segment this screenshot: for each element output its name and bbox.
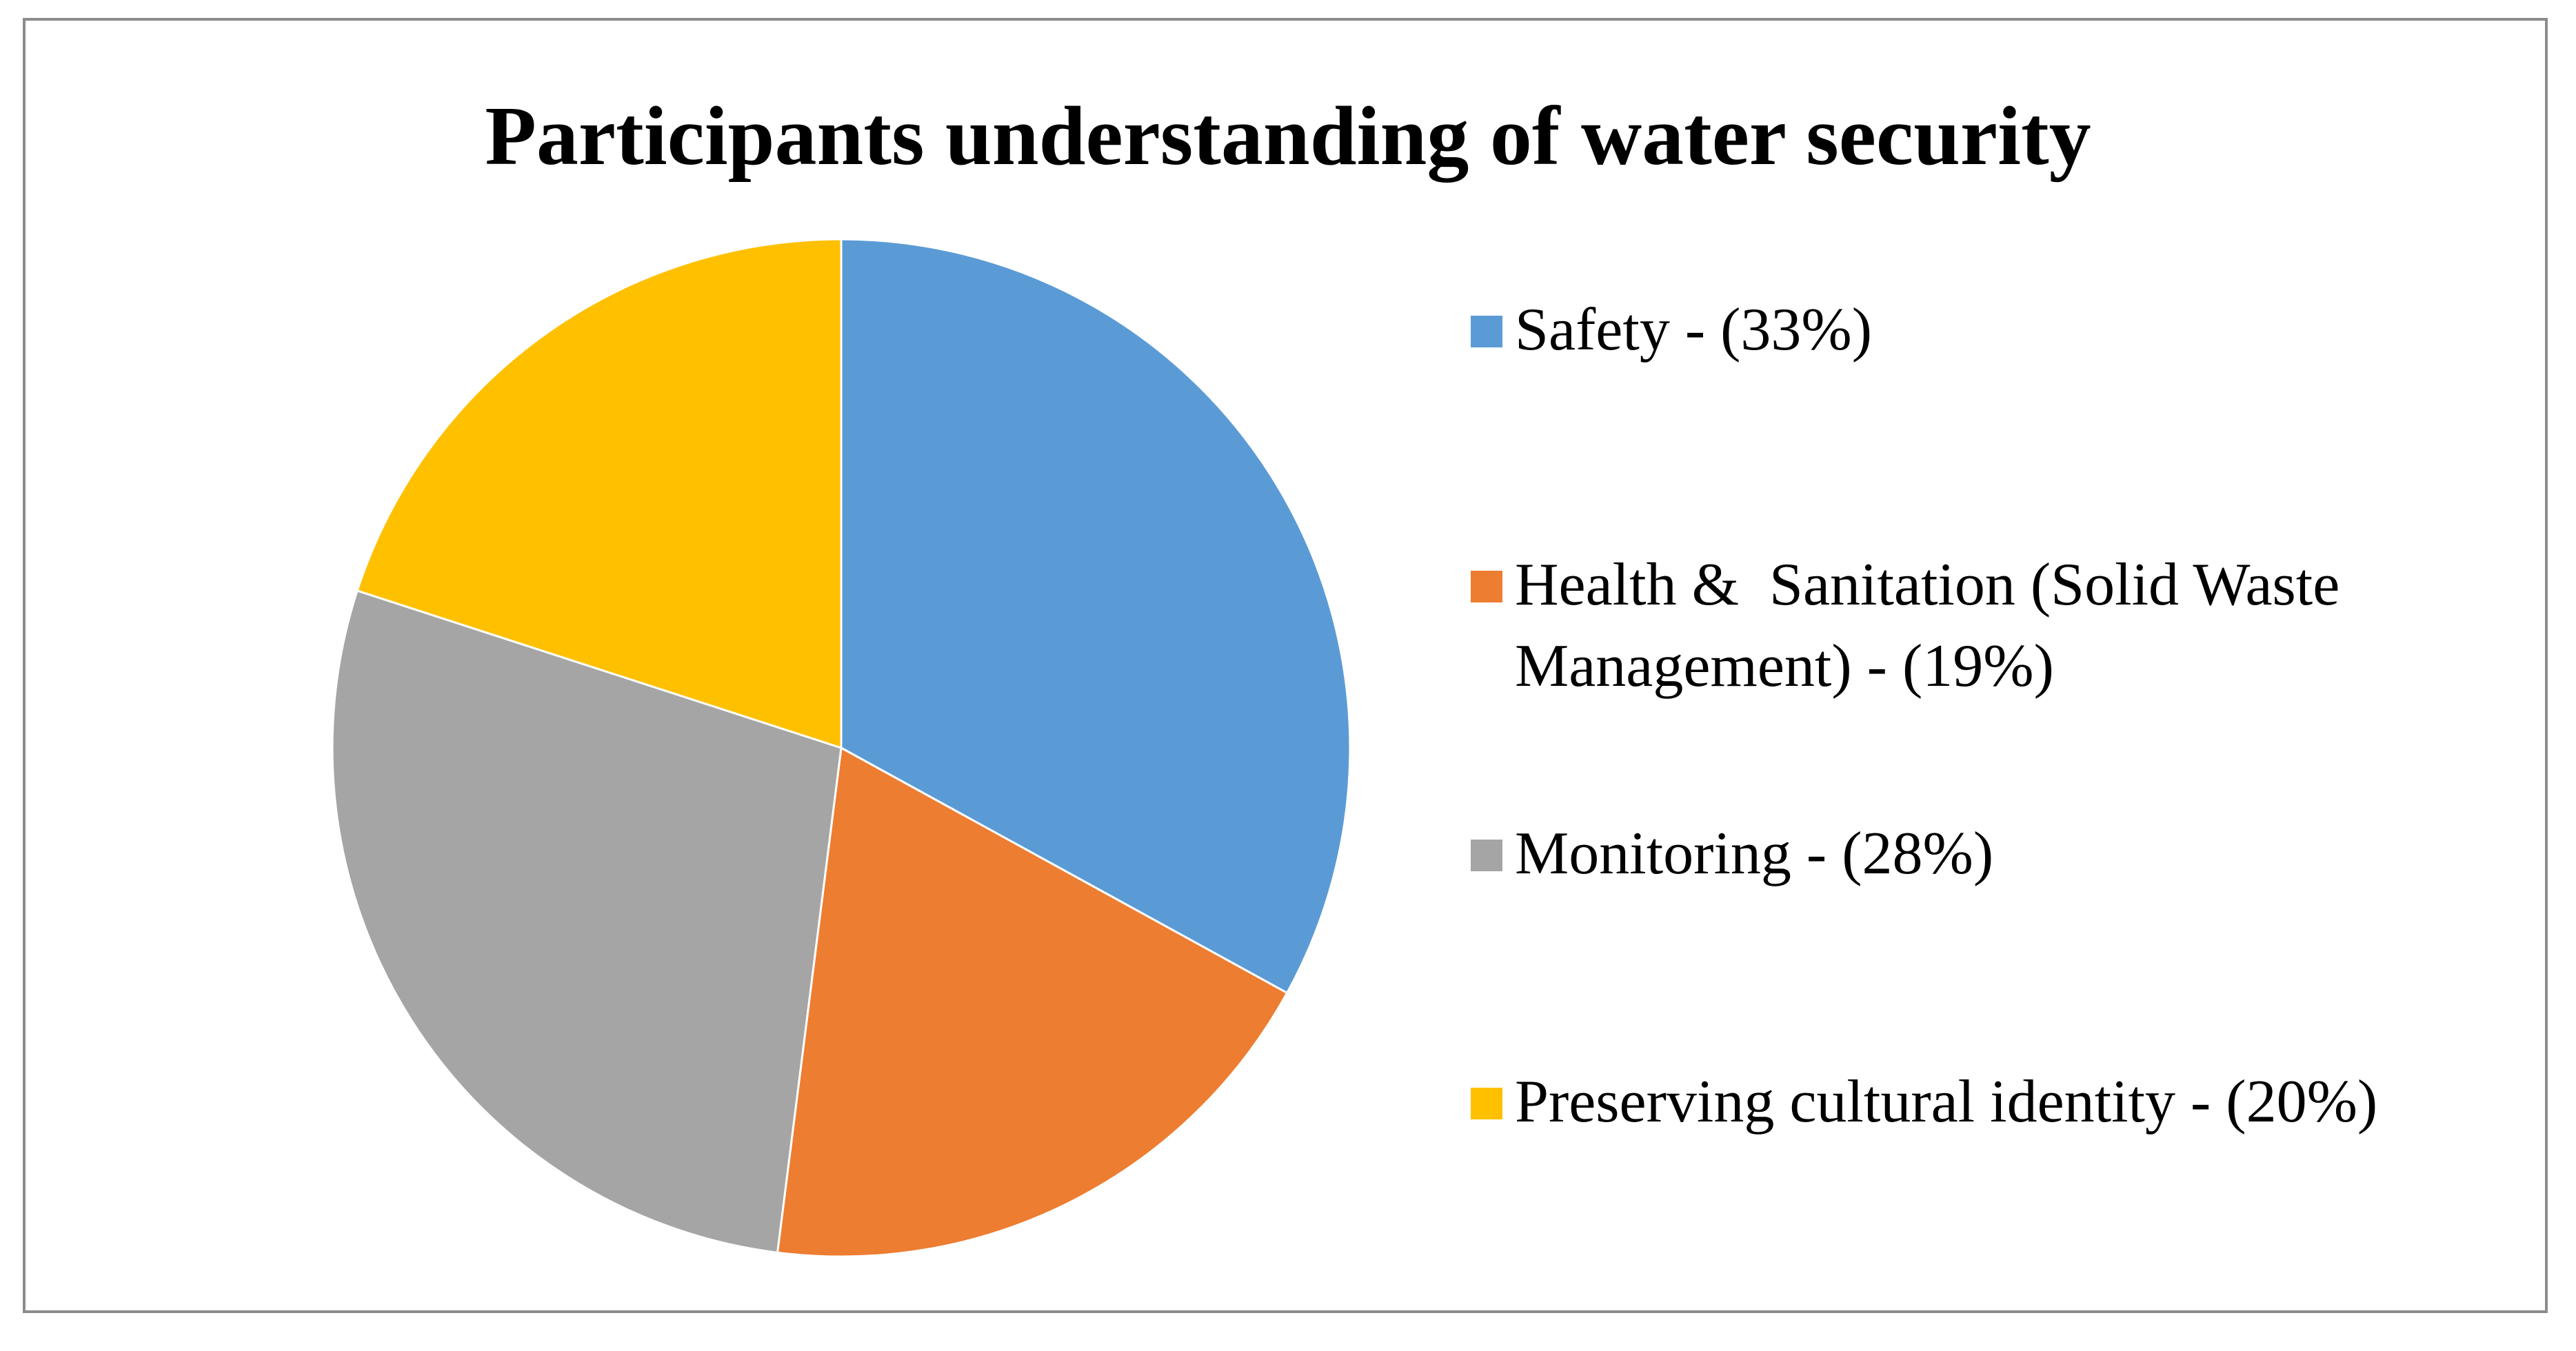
pie-slice-3 <box>331 589 843 1254</box>
legend-swatch <box>1471 840 1502 871</box>
legend-label: Preserving cultural identity - (20%) <box>1515 1068 2378 1135</box>
chart-frame: Participants understanding of water secu… <box>23 18 2548 1313</box>
pie-chart <box>331 238 1351 1258</box>
legend-swatch <box>1471 571 1502 602</box>
legend-label: Monitoring - (28%) <box>1515 820 1994 887</box>
pie-slice-1 <box>840 238 1351 995</box>
legend-label: Safety - (33%) <box>1515 296 1873 363</box>
legend-swatch <box>1471 1088 1502 1119</box>
chart-title: Participants understanding of water secu… <box>485 90 2091 183</box>
legend-label: Health & Sanitation (Solid Waste Managem… <box>1515 551 2340 700</box>
pie-slice-2 <box>776 746 1289 1258</box>
pie-slice-4 <box>356 238 843 750</box>
legend-swatch <box>1471 316 1502 347</box>
